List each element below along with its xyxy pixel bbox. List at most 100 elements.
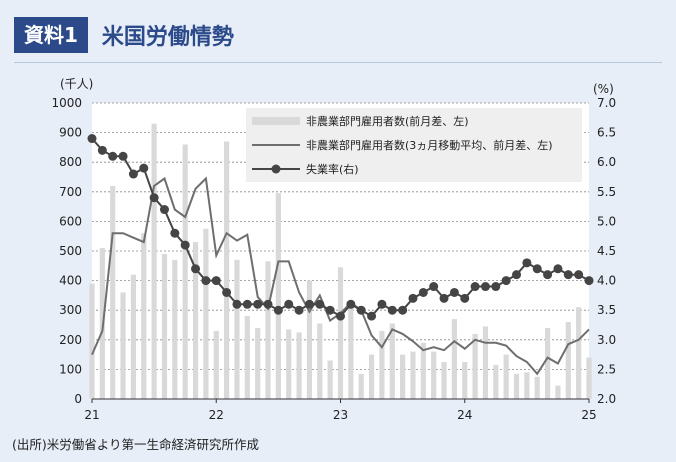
bar xyxy=(224,141,230,400)
legend: 非農業部門雇用者数(前月差、左) 非農業部門雇用者数(3ヵ月移動平均、前月差、左… xyxy=(246,108,582,182)
unemployment-point xyxy=(584,276,594,286)
left-axis-unit: (千人) xyxy=(60,77,93,91)
bar xyxy=(317,323,323,399)
section-badge: 資料1 xyxy=(14,17,88,53)
unemployment-point xyxy=(97,145,107,155)
right-axis-tick-label: 6.5 xyxy=(597,126,616,140)
unemployment-point xyxy=(191,264,201,274)
right-axis-tick-label: 3.5 xyxy=(597,303,616,317)
page-title: 米国労働情勢 xyxy=(101,25,234,50)
x-axis-tick-label: 23 xyxy=(333,408,348,422)
unemployment-point xyxy=(543,270,553,280)
unemployment-point xyxy=(387,305,397,315)
legend-box xyxy=(246,108,582,182)
bar xyxy=(275,193,281,399)
bar xyxy=(255,327,261,399)
x-axis-tick-label: 21 xyxy=(84,408,99,422)
bar xyxy=(534,376,540,399)
bar-series xyxy=(89,123,592,400)
bar xyxy=(286,329,292,399)
bar xyxy=(130,274,137,399)
right-axis-ticks: 2.0 2.5 3.0 3.5 4.0 4.5 5.0 5.5 6.0 6.5 7.0 xyxy=(597,96,616,406)
unemployment-point xyxy=(429,282,439,292)
unemployment-point xyxy=(501,276,511,286)
unemployment-point xyxy=(170,228,180,238)
bar xyxy=(203,228,209,399)
unemployment-point xyxy=(491,282,501,292)
bar xyxy=(389,323,395,399)
x-axis-tick-label: 24 xyxy=(457,408,472,422)
unemployment-point xyxy=(139,163,149,173)
left-axis-tick-label: 200 xyxy=(59,333,82,347)
unemployment-point xyxy=(242,299,252,309)
unemployment-point xyxy=(273,305,283,315)
legend-label-bars: 非農業部門雇用者数(前月差、左) xyxy=(306,114,469,128)
bar xyxy=(306,280,313,399)
bar xyxy=(576,307,582,399)
bar xyxy=(379,330,385,399)
bar xyxy=(441,362,447,399)
bar xyxy=(410,351,416,399)
unemployment-point xyxy=(553,264,563,274)
right-axis-tick-label: 4.0 xyxy=(597,274,616,288)
bar xyxy=(358,373,364,399)
unemployment-point xyxy=(470,282,480,292)
legend-bar-swatch xyxy=(252,117,300,125)
unemployment-point xyxy=(336,311,345,321)
x-axis-tick-label: 22 xyxy=(209,408,224,422)
bar xyxy=(151,123,157,399)
bar xyxy=(172,259,178,399)
bar xyxy=(482,326,489,399)
bar xyxy=(265,261,271,399)
source-note: (出所)米労働省より第一生命経済研究所作成 xyxy=(12,437,260,452)
bar xyxy=(400,354,406,399)
left-axis-tick-label: 400 xyxy=(59,274,82,288)
bar xyxy=(451,319,457,399)
x-axis-ticks: 21 22 23 24 25 xyxy=(84,399,597,422)
unemployment-point xyxy=(480,282,490,292)
unemployment-point xyxy=(563,270,573,280)
unemployment-point xyxy=(201,276,211,286)
bar xyxy=(327,360,333,399)
bar xyxy=(368,354,375,399)
x-axis-tick-label: 25 xyxy=(581,408,596,422)
left-axis-tick-label: 500 xyxy=(59,244,82,258)
left-axis-tick-label: 100 xyxy=(59,362,82,376)
right-axis-tick-label: 5.0 xyxy=(597,214,616,228)
legend-label-ur: 失業率(右) xyxy=(306,162,359,176)
unemployment-point xyxy=(460,293,470,303)
unemployment-markers xyxy=(87,134,594,321)
unemployment-point xyxy=(128,169,138,179)
left-axis-tick-label: 1000 xyxy=(51,96,82,110)
unemployment-point xyxy=(304,299,314,309)
right-axis-tick-label: 4.5 xyxy=(597,244,616,258)
unemployment-point xyxy=(532,264,542,274)
unemployment-point xyxy=(418,287,428,297)
unemployment-point xyxy=(398,305,408,315)
bar xyxy=(337,267,344,399)
unemployment-point xyxy=(408,293,418,303)
right-axis-tick-label: 7.0 xyxy=(597,96,616,110)
unemployment-point xyxy=(512,270,522,280)
unemployment-point xyxy=(180,240,190,250)
unemployment-point xyxy=(118,151,128,161)
unemployment-point xyxy=(315,299,325,309)
bar xyxy=(192,242,199,399)
right-axis-tick-label: 5.5 xyxy=(597,185,616,199)
bar xyxy=(462,362,468,399)
left-axis-tick-label: 900 xyxy=(59,126,82,140)
bar xyxy=(213,330,219,399)
left-axis-tick-label: 700 xyxy=(59,185,82,199)
unemployment-point xyxy=(356,305,366,315)
unemployment-point xyxy=(439,293,449,303)
left-axis-tick-label: 600 xyxy=(59,214,82,228)
bar xyxy=(555,385,561,399)
bar xyxy=(420,342,426,399)
bar xyxy=(244,316,250,399)
bar xyxy=(234,259,240,399)
bar xyxy=(348,305,354,399)
bar xyxy=(89,283,95,399)
bar xyxy=(110,185,116,399)
unemployment-point xyxy=(108,151,118,161)
right-axis-tick-label: 6.0 xyxy=(597,155,616,169)
